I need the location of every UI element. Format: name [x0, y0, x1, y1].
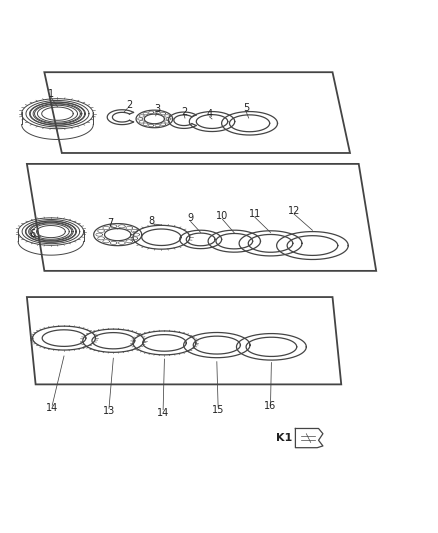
Text: 7: 7 [107, 218, 113, 228]
Text: 14: 14 [157, 408, 169, 418]
Text: 11: 11 [249, 209, 261, 219]
Text: 15: 15 [212, 405, 224, 415]
Text: 10: 10 [216, 211, 229, 221]
Text: 3: 3 [155, 104, 161, 114]
Text: 1: 1 [48, 89, 54, 99]
Text: 4: 4 [206, 109, 212, 119]
Text: 16: 16 [265, 401, 277, 411]
Text: 5: 5 [243, 103, 249, 114]
Text: 9: 9 [187, 214, 194, 223]
Text: 12: 12 [288, 206, 300, 216]
Text: 13: 13 [103, 407, 115, 416]
Text: K1: K1 [276, 433, 293, 443]
Text: 6: 6 [29, 229, 35, 239]
Text: 2: 2 [181, 107, 187, 117]
Text: 14: 14 [46, 403, 58, 414]
Text: 2: 2 [127, 100, 133, 110]
Text: 8: 8 [148, 216, 154, 225]
